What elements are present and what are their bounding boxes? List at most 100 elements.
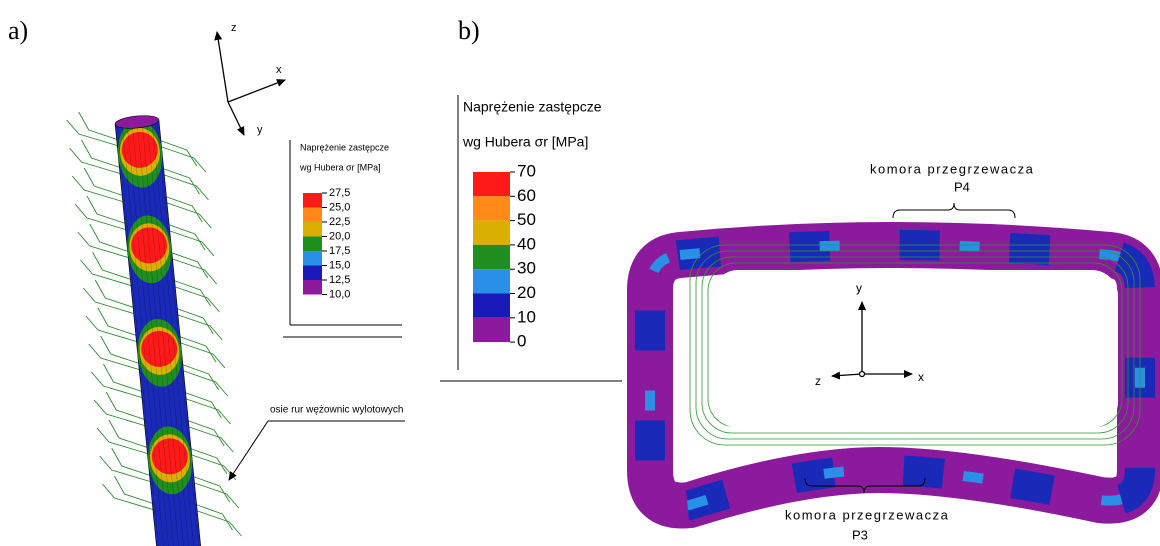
tube-axis — [81, 139, 122, 169]
legend-swatch — [303, 222, 322, 237]
tube-axis — [180, 369, 229, 397]
axis-label: z — [231, 22, 237, 34]
tube-axis — [111, 447, 152, 477]
legend-swatch — [473, 293, 510, 318]
tube-axis — [158, 145, 207, 173]
tube-axis — [89, 223, 130, 253]
mesh-line — [156, 120, 200, 546]
legend: 27,5 25,0 22,5 20,0 17,5 15,0 12,5 10,0 — [303, 187, 350, 300]
tube-axis — [169, 251, 209, 279]
legend-swatch — [303, 265, 322, 280]
tube-axis — [66, 119, 119, 147]
tube-axis — [166, 229, 215, 257]
tube-axis — [96, 427, 150, 455]
tube-axis — [102, 483, 155, 511]
legend-label: 22,5 — [329, 216, 350, 228]
legend-label: 17,5 — [329, 245, 350, 257]
tube-axis — [164, 201, 212, 229]
legend-swatch — [303, 236, 322, 251]
legend-label: 50 — [517, 210, 536, 229]
legend-label: 10,0 — [329, 288, 350, 300]
legend-swatch — [473, 172, 510, 197]
legend-swatch — [473, 220, 510, 245]
tube-axis — [177, 341, 226, 369]
annotation: osie rur wężownic wylotowych — [270, 405, 403, 416]
legend-swatch — [473, 196, 510, 221]
tube-axis — [191, 481, 240, 509]
mesh-line — [121, 123, 165, 546]
legend-label: 25,0 — [329, 201, 350, 213]
axis-label: y — [257, 124, 263, 136]
tube-axis — [103, 363, 144, 393]
leader-arrow — [228, 420, 269, 481]
legend-title: Naprężenie zastępcze — [463, 99, 602, 115]
tube-axis — [164, 195, 203, 223]
legend-label: 12,5 — [329, 274, 350, 286]
axis-triad — [831, 301, 913, 380]
panel-label: b) — [458, 16, 480, 45]
legend-label: 40 — [517, 234, 536, 253]
legend-title: Naprężenie zastępcze — [300, 142, 389, 152]
tube-axis — [169, 257, 218, 285]
tube-axis — [186, 425, 234, 453]
tube-axis — [86, 195, 128, 225]
axis-triad — [214, 31, 286, 136]
tube-axis — [161, 173, 209, 201]
tube-axis — [94, 279, 136, 309]
axis-label: x — [276, 64, 282, 76]
tube-axis — [114, 475, 155, 505]
tube-axis — [183, 397, 231, 425]
tube-axis — [183, 391, 222, 419]
mesh-line — [146, 121, 190, 546]
legend-subtitle: wg Hubera σr [MPa] — [299, 162, 381, 172]
legend-swatch — [303, 280, 322, 295]
tube-axis — [194, 509, 242, 537]
legend-label: 10 — [517, 307, 536, 326]
legend-swatch — [473, 317, 510, 343]
tube-axis — [166, 223, 206, 251]
tube-axis — [77, 231, 130, 259]
legend-label: 70 — [517, 161, 536, 180]
tube-axis — [80, 259, 133, 287]
tube-axes — [66, 111, 242, 537]
tube-axis — [91, 371, 144, 399]
axis-label: z — [815, 374, 821, 388]
tube-axis — [74, 203, 128, 231]
tube-axis — [78, 111, 119, 141]
mesh-line — [141, 121, 185, 546]
legend-swatch — [303, 193, 322, 208]
tube-axis — [69, 147, 122, 175]
legend-subtitle: wg Hubera σr [MPa] — [462, 134, 588, 150]
tube-axis — [88, 343, 141, 371]
brace — [804, 477, 926, 494]
tube-axis — [172, 285, 220, 313]
legend-label: 30 — [517, 259, 536, 278]
tube-axis — [186, 419, 225, 447]
axis-label: y — [856, 281, 862, 295]
mesh-line — [151, 120, 195, 546]
tube-axis — [175, 313, 223, 341]
legend-frame — [283, 140, 402, 338]
tube-axis — [97, 307, 139, 337]
axis-label: x — [918, 370, 924, 384]
tube-axis — [175, 307, 214, 335]
tube-axis — [108, 419, 150, 449]
tube-axis — [99, 455, 152, 483]
tube-axis — [71, 175, 125, 203]
tube-axis — [180, 363, 220, 391]
tube-axis — [85, 315, 139, 343]
tube-axis — [188, 447, 228, 475]
tube-axis — [158, 139, 198, 167]
legend: 70 60 50 40 30 20 10 0 — [473, 161, 536, 351]
legend-swatch — [303, 251, 322, 266]
legend-label: 0 — [517, 332, 526, 351]
tube-axis — [194, 503, 233, 531]
tube-axis — [93, 399, 147, 427]
tube-axis — [188, 453, 237, 481]
annotation: P3 — [852, 527, 868, 542]
panel-label: a) — [8, 16, 28, 45]
legend-label: 27,5 — [329, 187, 350, 199]
cylinder — [114, 115, 202, 546]
annotation: komora przegrzewacza — [785, 507, 949, 522]
tube-axis — [161, 167, 200, 195]
